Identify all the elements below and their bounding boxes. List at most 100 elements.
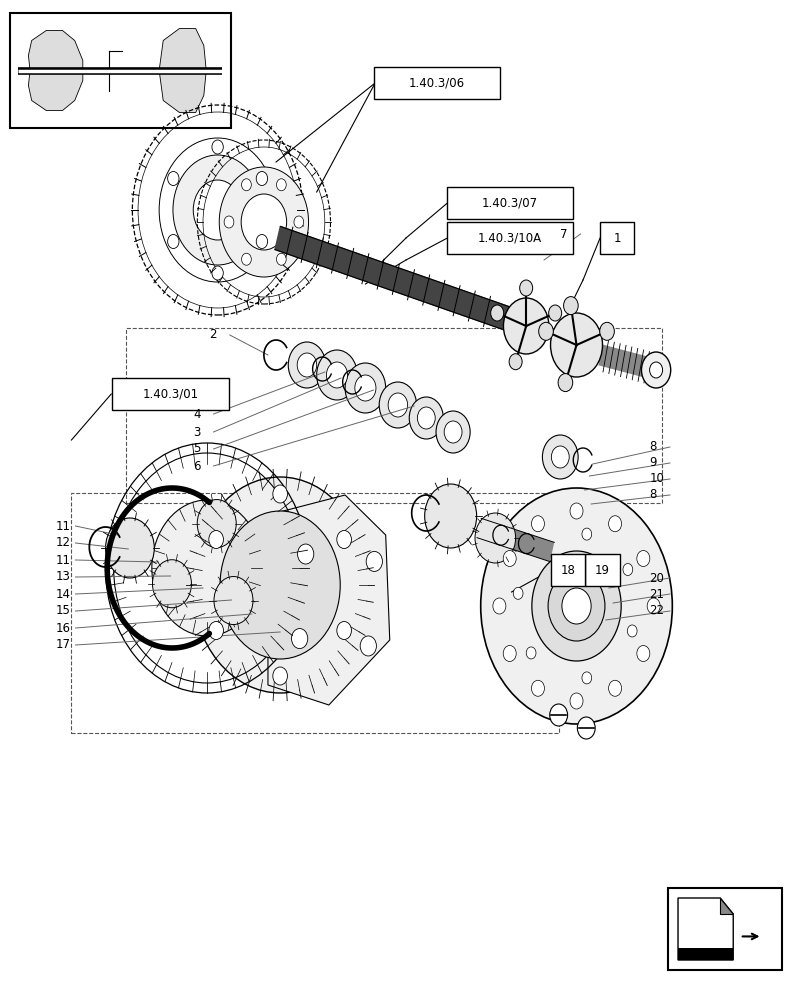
Circle shape <box>577 717 594 739</box>
Circle shape <box>649 362 662 378</box>
Bar <box>446 187 573 219</box>
Circle shape <box>513 587 522 599</box>
Text: 18: 18 <box>560 564 575 576</box>
Circle shape <box>193 180 242 240</box>
Circle shape <box>542 435 577 479</box>
Text: 11: 11 <box>55 554 70 566</box>
Polygon shape <box>719 898 732 914</box>
Text: 9: 9 <box>649 456 656 470</box>
Circle shape <box>241 194 286 250</box>
Text: 20: 20 <box>649 572 663 584</box>
Circle shape <box>297 544 313 564</box>
Circle shape <box>417 407 435 429</box>
Polygon shape <box>599 345 650 378</box>
Circle shape <box>503 646 516 662</box>
Circle shape <box>641 352 670 388</box>
Circle shape <box>208 621 223 640</box>
Circle shape <box>599 322 614 340</box>
Circle shape <box>548 305 561 321</box>
Circle shape <box>220 511 340 659</box>
Circle shape <box>492 598 505 614</box>
Bar <box>10 13 230 128</box>
Circle shape <box>208 530 223 548</box>
Text: 19: 19 <box>594 564 609 576</box>
Text: 8: 8 <box>649 488 656 502</box>
Polygon shape <box>28 30 83 110</box>
Circle shape <box>297 353 316 377</box>
Circle shape <box>360 636 376 656</box>
Circle shape <box>549 704 567 726</box>
Circle shape <box>366 551 382 571</box>
Text: 8: 8 <box>649 440 656 454</box>
Bar <box>126 328 661 503</box>
Circle shape <box>622 564 632 576</box>
Circle shape <box>561 588 590 624</box>
Text: 6: 6 <box>193 460 200 473</box>
Circle shape <box>316 350 357 400</box>
Circle shape <box>276 253 286 265</box>
Circle shape <box>105 518 154 578</box>
Circle shape <box>288 342 325 388</box>
Circle shape <box>276 179 286 191</box>
Circle shape <box>354 375 375 401</box>
Bar <box>599 222 633 254</box>
Circle shape <box>192 477 367 693</box>
Circle shape <box>563 297 577 315</box>
Circle shape <box>152 500 262 636</box>
Circle shape <box>272 667 287 685</box>
Circle shape <box>636 646 649 662</box>
Bar <box>677 948 732 960</box>
Circle shape <box>214 577 253 625</box>
Circle shape <box>530 680 543 696</box>
Circle shape <box>550 313 602 377</box>
Circle shape <box>636 550 649 566</box>
Circle shape <box>345 363 385 413</box>
Text: 21: 21 <box>649 587 663 600</box>
Circle shape <box>490 305 503 321</box>
Circle shape <box>581 672 591 684</box>
Circle shape <box>224 216 234 228</box>
Circle shape <box>503 550 516 566</box>
Text: 7: 7 <box>560 228 567 240</box>
Bar <box>667 888 781 970</box>
Bar <box>585 554 619 586</box>
Bar <box>374 67 500 99</box>
Text: 13: 13 <box>55 570 70 584</box>
Circle shape <box>608 516 621 532</box>
Circle shape <box>531 551 620 661</box>
Text: 1.40.3/01: 1.40.3/01 <box>142 387 199 400</box>
Circle shape <box>569 503 582 519</box>
Text: 1.40.3/10A: 1.40.3/10A <box>478 232 541 244</box>
Text: 2: 2 <box>209 328 217 342</box>
Circle shape <box>256 234 268 248</box>
Circle shape <box>337 530 351 548</box>
Circle shape <box>337 622 351 640</box>
Circle shape <box>526 647 535 659</box>
Circle shape <box>242 253 251 265</box>
Polygon shape <box>159 28 206 112</box>
Circle shape <box>627 625 637 637</box>
Circle shape <box>531 516 543 532</box>
Circle shape <box>242 179 251 191</box>
Polygon shape <box>476 518 554 562</box>
Bar <box>112 378 229 410</box>
Text: 3: 3 <box>193 426 200 438</box>
Text: 5: 5 <box>193 442 200 456</box>
Circle shape <box>291 629 307 649</box>
Circle shape <box>424 484 476 548</box>
Text: 16: 16 <box>55 621 70 635</box>
Circle shape <box>212 266 223 280</box>
Circle shape <box>326 362 347 388</box>
Text: 1.40.3/06: 1.40.3/06 <box>408 77 465 90</box>
Circle shape <box>557 374 572 392</box>
Circle shape <box>256 172 268 186</box>
Text: 12: 12 <box>55 536 70 550</box>
Circle shape <box>294 216 303 228</box>
Text: 17: 17 <box>55 639 70 652</box>
Circle shape <box>503 298 548 354</box>
Polygon shape <box>268 495 389 705</box>
Circle shape <box>197 500 236 548</box>
Circle shape <box>581 528 591 540</box>
Text: 15: 15 <box>55 604 70 617</box>
Circle shape <box>538 322 552 340</box>
